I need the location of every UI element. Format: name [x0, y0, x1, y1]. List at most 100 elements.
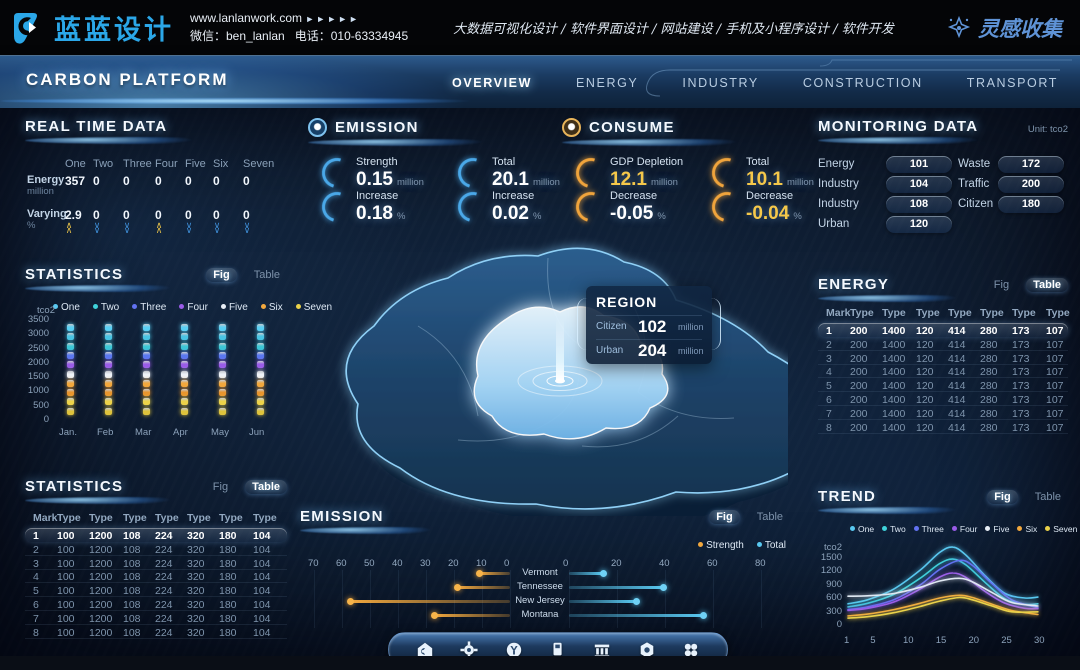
table-row[interactable]: 3 100 1200 108 224 320 180 104: [25, 558, 287, 571]
inspiration-brand[interactable]: 灵感收集: [946, 13, 1062, 43]
table-row[interactable]: 5 100 1200 108 224 320 180 104: [25, 585, 287, 598]
table-cell: 1200: [89, 543, 113, 556]
gridline: [617, 570, 618, 628]
table-row[interactable]: 6 100 1200 108 224 320 180 104: [25, 599, 287, 612]
stat-label: Decrease: [610, 190, 658, 202]
table-row[interactable]: 2 200 1400 120 414 280 173 107: [818, 339, 1068, 352]
strength-bar[interactable]: [479, 572, 510, 575]
lanlan-logo-icon: [14, 12, 37, 44]
legend-item-four[interactable]: Four: [951, 524, 977, 534]
nav-tab-energy[interactable]: ENERGY: [575, 75, 639, 90]
table-header: Type: [980, 307, 1004, 319]
rt-value: 0: [155, 174, 162, 188]
table-row[interactable]: 4 100 1200 108 224 320 180 104: [25, 571, 287, 584]
home-icon[interactable]: [416, 641, 434, 659]
table-cell: 1200: [89, 530, 113, 542]
monitor-value-pill[interactable]: 101: [886, 156, 952, 173]
legend-item-six[interactable]: Six: [1017, 524, 1037, 534]
legend-item-five[interactable]: Five: [220, 302, 248, 313]
table-cell: 1200: [89, 557, 113, 570]
table-row[interactable]: 7 100 1200 108 224 320 180 104: [25, 613, 287, 626]
legend-item-seven[interactable]: Seven: [1045, 524, 1077, 534]
main-nav: CARBON PLATFORM OVERVIEW ENERGY INDUSTRY CO…: [0, 55, 1080, 109]
table-row[interactable]: 8 200 1400 120 414 280 173 107: [818, 422, 1068, 435]
cluster-icon[interactable]: [682, 641, 700, 659]
title-underline-decor: [818, 507, 1008, 514]
table-header: Type: [882, 307, 906, 319]
table-cell: 224: [155, 557, 173, 570]
nut-icon[interactable]: [638, 641, 656, 659]
logo[interactable]: 蓝蓝设计: [12, 8, 174, 47]
total-bar[interactable]: [569, 572, 603, 575]
table-toggle-option[interactable]: Table: [1026, 278, 1068, 292]
table-toggle-option[interactable]: Table: [245, 480, 287, 494]
table-cell: 180: [219, 571, 237, 584]
legend-item-five[interactable]: Five: [985, 524, 1009, 534]
region-row-urban: Urban 204 million: [596, 339, 704, 360]
axis-tick: 30: [420, 558, 431, 569]
strength-bar[interactable]: [350, 600, 510, 603]
table-row[interactable]: 2 100 1200 108 224 320 180 104: [25, 544, 287, 557]
monitor-value-pill[interactable]: 180: [998, 196, 1064, 213]
monitor-value-pill[interactable]: 108: [886, 196, 952, 213]
legend-item-three[interactable]: Three: [913, 524, 944, 534]
legend-item-strength[interactable]: Strength: [698, 540, 744, 551]
monitor-value-pill[interactable]: 120: [886, 216, 952, 233]
table-cell: 120: [916, 394, 934, 406]
nav-tab-overview[interactable]: OVERVIEW: [452, 75, 532, 90]
website-link[interactable]: www.lanlanwork.com: [190, 11, 303, 25]
legend-item-two[interactable]: Two: [92, 302, 119, 313]
monitor-value-pill[interactable]: 200: [998, 176, 1064, 193]
valve-icon[interactable]: [505, 641, 523, 659]
nav-tab-transport[interactable]: TRANSPORT: [966, 75, 1058, 90]
monitor-label-industry: Industry: [818, 178, 859, 190]
table-row[interactable]: 8 100 1200 108 224 320 180 104: [25, 627, 287, 640]
axis-tick: 0: [504, 558, 510, 569]
table-row[interactable]: 6 200 1400 120 414 280 173 107: [818, 394, 1068, 407]
legend-item-three[interactable]: Three: [132, 302, 166, 313]
table-toggle-option[interactable]: Table: [253, 269, 280, 281]
legend-item-two[interactable]: Two: [882, 524, 906, 534]
legend-item-one[interactable]: One: [53, 302, 80, 313]
strength-bar[interactable]: [456, 586, 510, 589]
legend-item-seven[interactable]: Seven: [295, 302, 332, 313]
monitor-value-pill[interactable]: 172: [998, 156, 1064, 173]
fig-toggle-option[interactable]: Fig: [987, 490, 1018, 504]
table-cell: 180: [219, 626, 237, 639]
table-toggle-option[interactable]: Table: [1034, 491, 1061, 503]
region-3d-map[interactable]: [298, 236, 788, 516]
table-row[interactable]: 3 200 1400 120 414 280 173 107: [818, 353, 1068, 366]
table-row[interactable]: 7 200 1400 120 414 280 173 107: [818, 408, 1068, 421]
table-cell: 1400: [882, 380, 906, 393]
table-row[interactable]: 4 200 1400 120 414 280 173 107: [818, 366, 1068, 379]
region-value: 204: [638, 341, 667, 360]
panel-title: STATISTICS: [25, 478, 124, 495]
legend-item-one[interactable]: One: [850, 524, 874, 534]
fig-toggle-option[interactable]: Fig: [212, 481, 229, 493]
monitor-value-pill[interactable]: 104: [886, 176, 952, 193]
table-row[interactable]: 5 200 1400 120 414 280 173 107: [818, 380, 1068, 393]
monitor-label-citizen: Citizen: [958, 198, 994, 210]
legend-item-four[interactable]: Four: [179, 302, 208, 313]
strength-bar[interactable]: [434, 614, 510, 617]
bank-icon[interactable]: [593, 641, 611, 659]
total-dot: [700, 612, 708, 619]
table-toggle-option[interactable]: Table: [756, 511, 783, 523]
fig-toggle-option[interactable]: Fig: [206, 268, 237, 282]
total-bar[interactable]: [569, 586, 663, 589]
table-cell: 180: [219, 557, 237, 570]
table-row[interactable]: 1 200 1400 120 414 280 173 107: [818, 325, 1068, 338]
fig-toggle-option[interactable]: Fig: [993, 279, 1010, 291]
total-bar[interactable]: [569, 614, 704, 617]
stack-segment: [219, 389, 226, 397]
table-row[interactable]: 1 100 1200 108 224 320 180 104: [25, 530, 287, 543]
total-bar[interactable]: [569, 600, 637, 603]
row-divider: [818, 391, 1068, 393]
legend-item-six[interactable]: Six: [260, 302, 283, 313]
nav-tab-industry[interactable]: INDUSTRY: [682, 75, 759, 90]
fig-toggle-option[interactable]: Fig: [709, 510, 740, 524]
table-cell: 414: [948, 338, 966, 351]
legend-item-total[interactable]: Total: [756, 540, 786, 551]
nav-tab-construction[interactable]: CONSTRUCTION: [802, 75, 923, 90]
title-underline-decor: [300, 527, 480, 534]
